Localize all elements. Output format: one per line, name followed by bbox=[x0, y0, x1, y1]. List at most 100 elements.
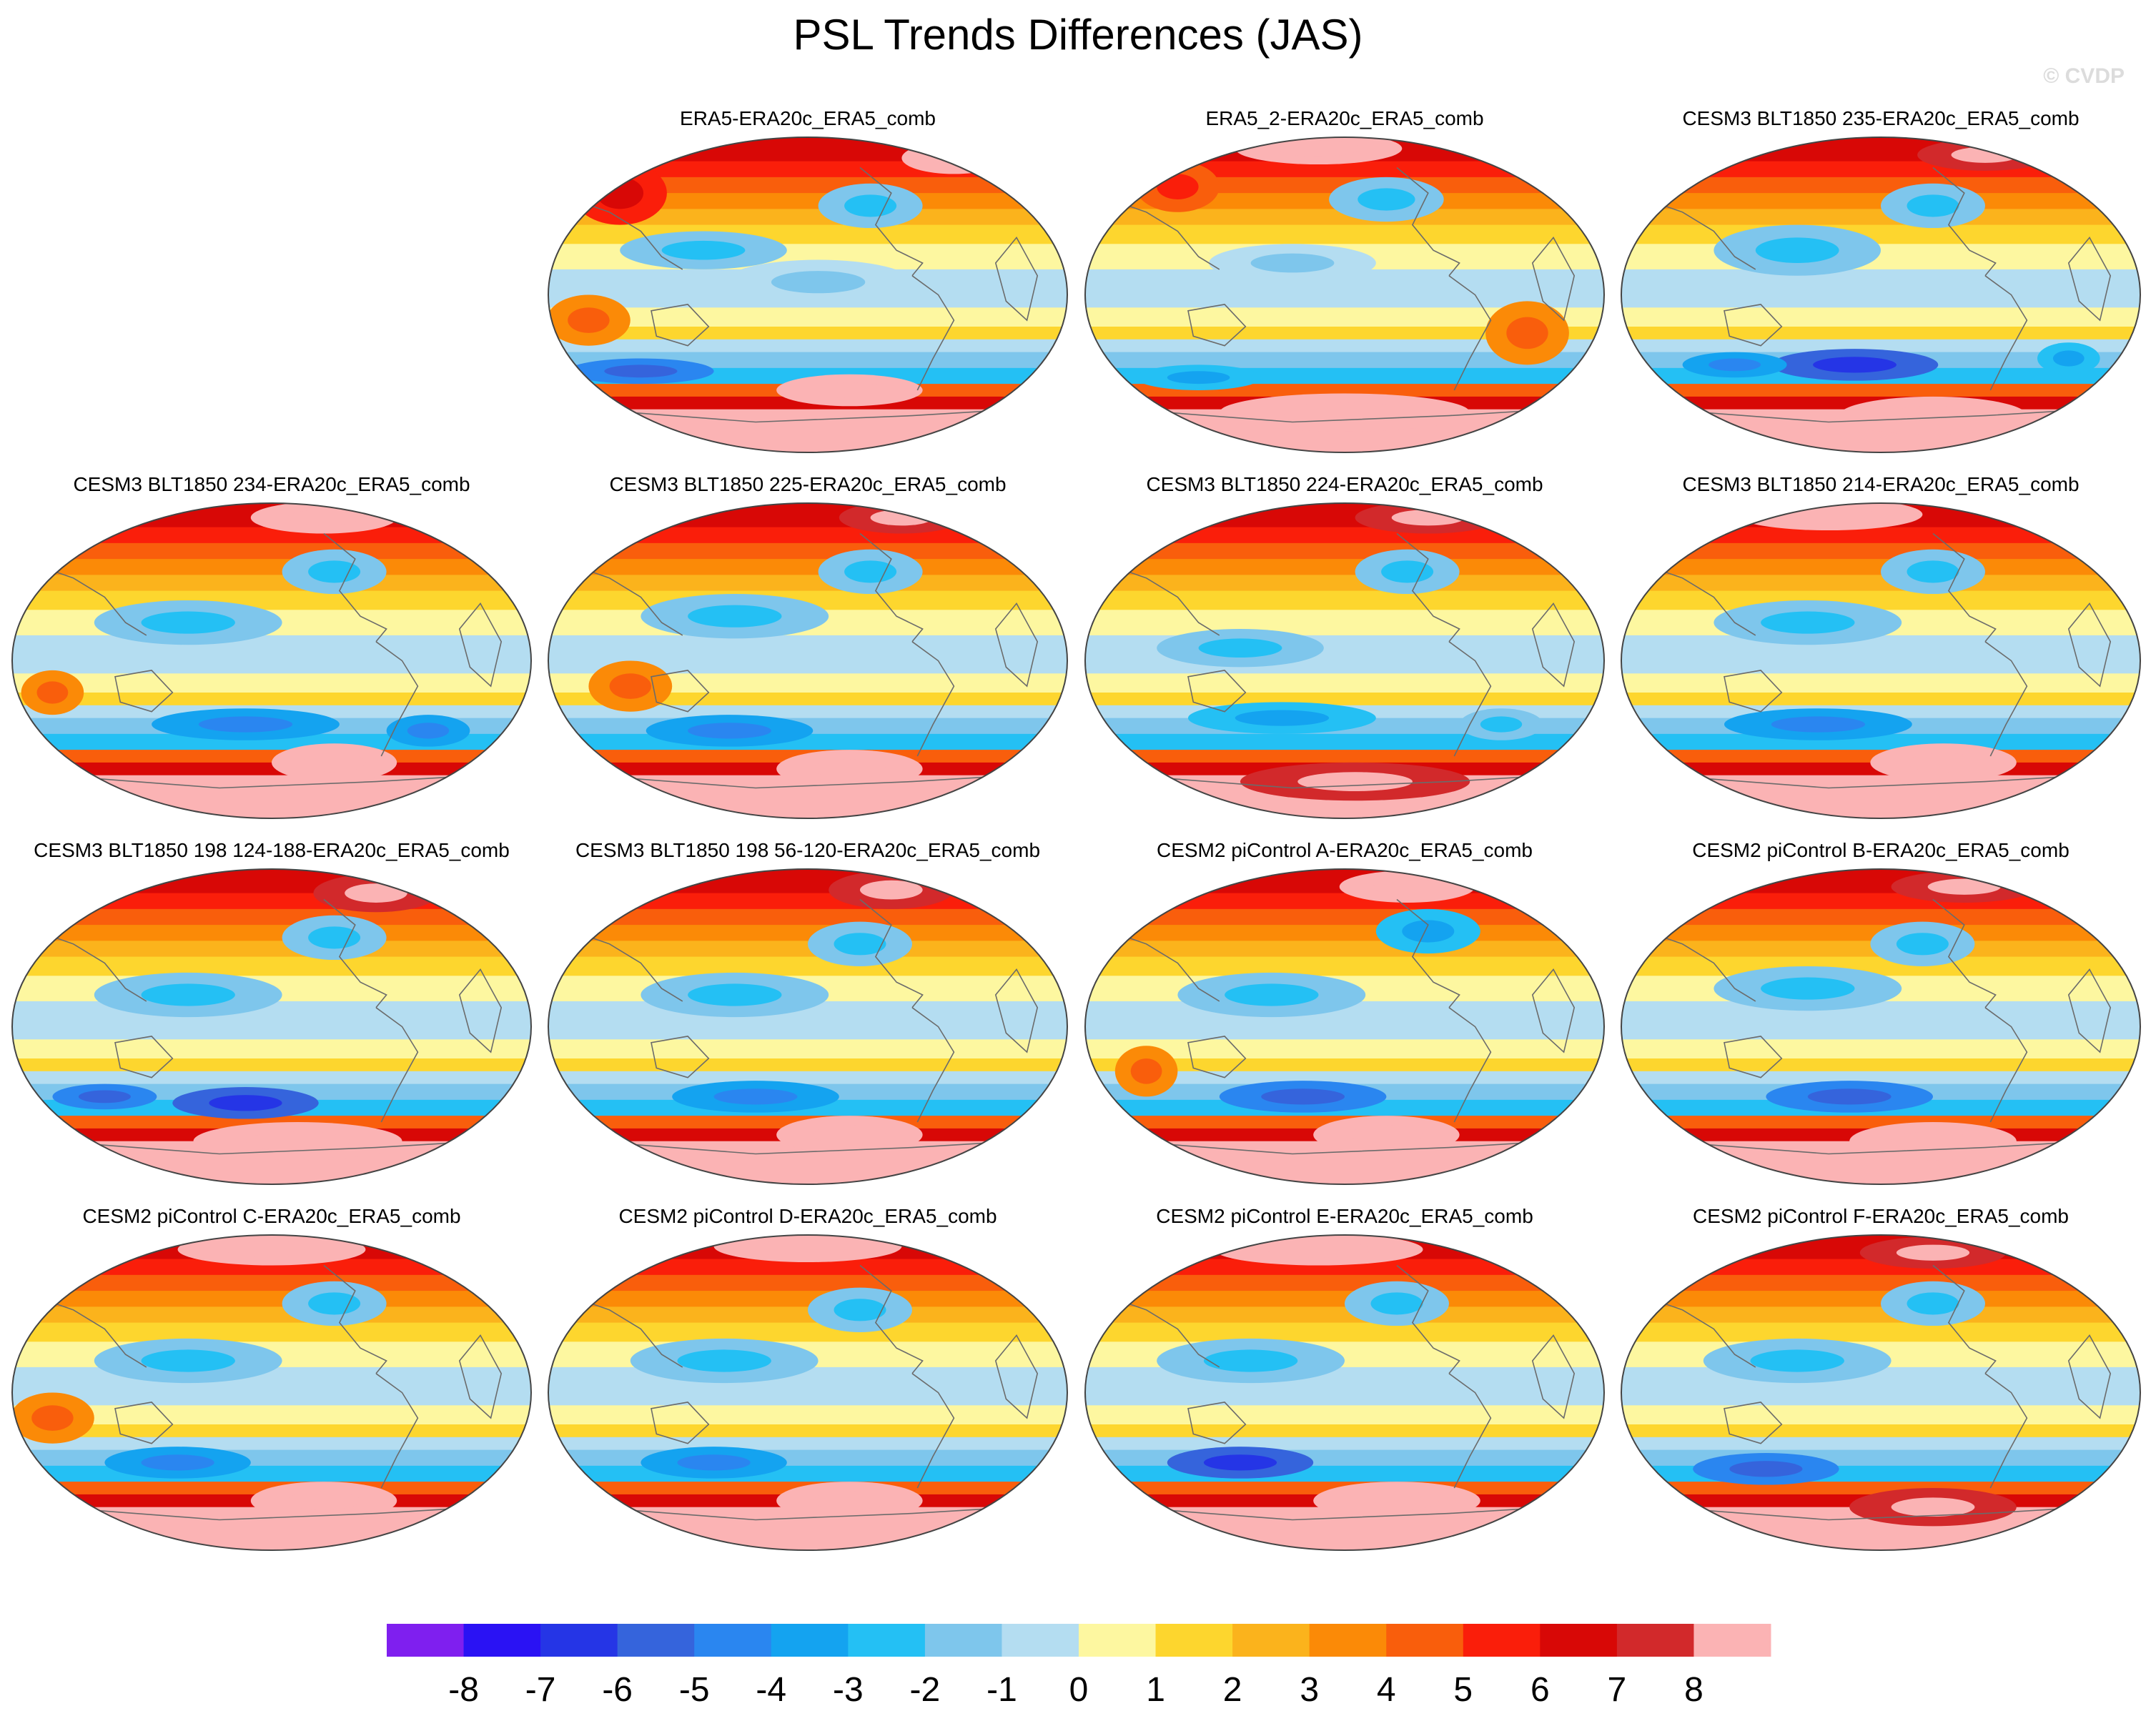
coastline bbox=[1109, 199, 1220, 270]
coastline bbox=[573, 931, 683, 1002]
coastline bbox=[1531, 236, 1576, 322]
panel-title: CESM2 piControl D-ERA20c_ERA5_comb bbox=[618, 1205, 997, 1227]
panel-title: CESM2 piControl F-ERA20c_ERA5_comb bbox=[1693, 1205, 2069, 1227]
field-anomaly-core bbox=[661, 240, 746, 260]
map-panel bbox=[548, 1234, 1068, 1551]
panel-title: CESM3 BLT1850 198 56-120-ERA20c_ERA5_com… bbox=[575, 839, 1041, 861]
coastline bbox=[1531, 968, 1576, 1053]
panel-title: ERA5-ERA20c_ERA5_comb bbox=[680, 107, 936, 129]
field-anomaly-core bbox=[860, 880, 923, 900]
field-anomaly-core bbox=[1203, 1349, 1298, 1372]
field-anomaly-core bbox=[1370, 1292, 1423, 1315]
colorbar-swatch bbox=[848, 1624, 926, 1657]
field-anomaly-core bbox=[1807, 1088, 1892, 1105]
field-anomaly-core bbox=[1896, 1244, 1970, 1261]
colorbar-swatch bbox=[463, 1624, 541, 1657]
field-anomaly-core bbox=[141, 1349, 235, 1372]
map-panel bbox=[1621, 868, 2141, 1185]
coastline bbox=[1932, 898, 1997, 1008]
panel-title: CESM2 piControl C-ERA20c_ERA5_comb bbox=[82, 1205, 461, 1227]
field-band bbox=[1621, 1437, 2140, 1454]
colorbar-tick-label: 3 bbox=[1300, 1671, 1319, 1709]
field-anomaly-core bbox=[1250, 253, 1335, 273]
coastline bbox=[1646, 931, 1756, 1002]
field-anomaly-core bbox=[1381, 560, 1434, 583]
coastline bbox=[2067, 968, 2112, 1053]
coastline bbox=[911, 641, 955, 757]
coastline bbox=[1109, 931, 1220, 1002]
coastline bbox=[588, 1140, 1017, 1155]
colorbar-tick-label: -1 bbox=[986, 1671, 1017, 1709]
coastline bbox=[375, 1373, 419, 1489]
coastline bbox=[911, 1007, 955, 1123]
field-anomaly-core bbox=[287, 1491, 361, 1511]
field-band bbox=[548, 339, 1067, 357]
field-anomaly-core bbox=[844, 194, 897, 217]
field-band bbox=[1621, 733, 2140, 751]
coastline bbox=[1724, 670, 1783, 713]
coastline bbox=[52, 774, 481, 789]
coastline bbox=[1187, 1036, 1247, 1078]
panel-title: CESM2 piControl A-ERA20c_ERA5_comb bbox=[1156, 839, 1533, 861]
field-anomaly-core bbox=[308, 560, 361, 583]
field-anomaly-core bbox=[813, 382, 886, 399]
field-anomaly-core bbox=[568, 307, 610, 333]
field-band bbox=[548, 1071, 1067, 1088]
colorbar-tick-label: 0 bbox=[1069, 1671, 1089, 1709]
coastline bbox=[588, 774, 1017, 789]
colorbar-swatch bbox=[1616, 1624, 1694, 1657]
field-anomaly-core bbox=[688, 983, 782, 1006]
field-anomaly-core bbox=[834, 933, 886, 956]
field-anomaly-core bbox=[1167, 371, 1230, 385]
panel-title: ERA5_2-ERA20c_ERA5_comb bbox=[1205, 107, 1484, 129]
field-band bbox=[548, 1367, 1067, 1413]
field-anomaly-core bbox=[834, 1299, 886, 1321]
coastline bbox=[1125, 1506, 1554, 1521]
field-anomaly-core bbox=[1235, 710, 1330, 726]
field-anomaly-core bbox=[141, 611, 235, 634]
field-band bbox=[12, 635, 531, 681]
coastline bbox=[1646, 1296, 1756, 1368]
map-panel bbox=[1084, 502, 1605, 819]
coastline bbox=[859, 898, 924, 1008]
coastline bbox=[1187, 670, 1247, 713]
colorbar-swatch bbox=[617, 1624, 695, 1657]
colorbar-swatch bbox=[1079, 1624, 1157, 1657]
field-anomaly-core bbox=[771, 271, 866, 294]
map-panel bbox=[548, 868, 1068, 1185]
panel-title: CESM3 BLT1850 225-ERA20c_ERA5_comb bbox=[609, 473, 1007, 495]
coastline bbox=[573, 199, 683, 270]
field-anomaly-core bbox=[308, 926, 361, 949]
field-band bbox=[12, 1367, 531, 1413]
colorbar-tick-label: -4 bbox=[756, 1671, 786, 1709]
coastline bbox=[1932, 167, 1997, 277]
map-border bbox=[11, 1234, 532, 1551]
field-anomaly-core bbox=[1480, 716, 1523, 733]
field-band bbox=[1621, 384, 2140, 401]
map-panel bbox=[11, 1234, 532, 1551]
coastline bbox=[1724, 1402, 1783, 1444]
field-anomaly-core bbox=[677, 1349, 771, 1372]
colorbar-swatch bbox=[1309, 1624, 1387, 1657]
coastline bbox=[1396, 1264, 1460, 1374]
coastline bbox=[114, 670, 174, 713]
coastline bbox=[1646, 565, 1756, 636]
coastline bbox=[2067, 236, 2112, 322]
field-anomaly-core bbox=[1896, 933, 1949, 956]
field-anomaly-core bbox=[1709, 358, 1761, 372]
credit-watermark: © CVDP bbox=[2043, 64, 2125, 88]
colorbar-swatch bbox=[771, 1624, 849, 1657]
coastline bbox=[1724, 304, 1783, 347]
coastline bbox=[1187, 304, 1247, 347]
map-border bbox=[1621, 502, 2141, 819]
field-band bbox=[1621, 1482, 2140, 1499]
coastline bbox=[651, 1036, 710, 1078]
coastline bbox=[1984, 641, 2028, 757]
field-anomaly-core bbox=[407, 723, 450, 739]
coastline bbox=[2067, 602, 2112, 688]
coastline bbox=[1932, 532, 1997, 643]
field-anomaly-core bbox=[31, 1405, 74, 1431]
coastline bbox=[1109, 1296, 1220, 1368]
field-anomaly-core bbox=[609, 673, 651, 699]
